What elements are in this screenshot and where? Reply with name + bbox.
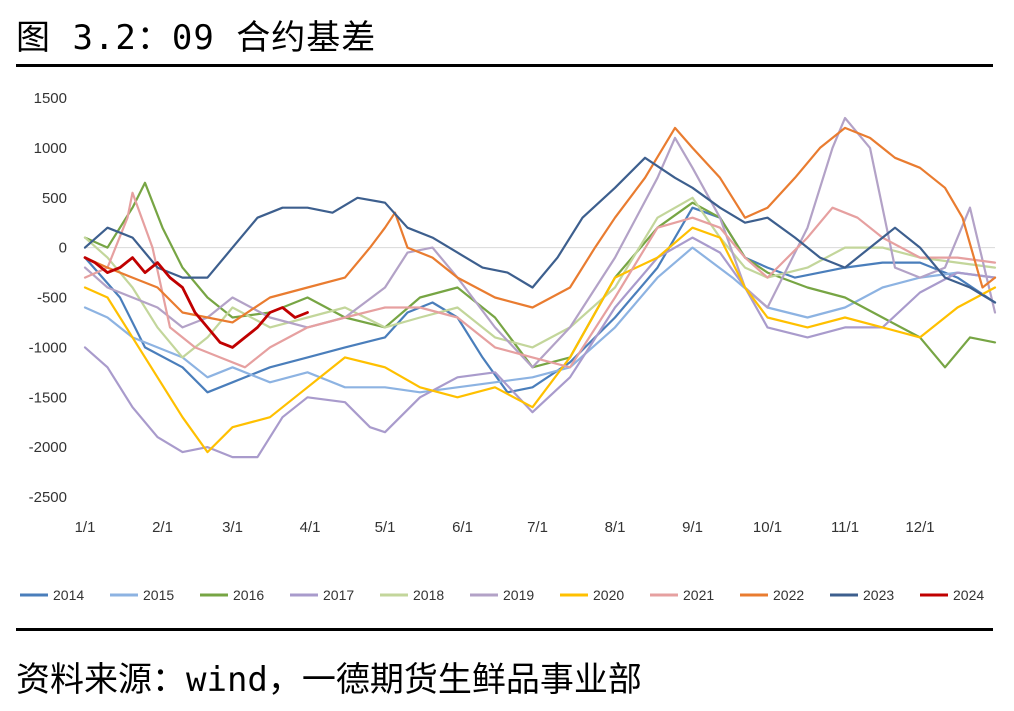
series-lines	[83, 116, 997, 459]
y-tick-label: -500	[37, 290, 67, 307]
series-line-2023	[83, 156, 997, 304]
y-tick-label: 0	[59, 240, 67, 257]
series-line-2017	[83, 236, 997, 459]
x-tick-label: 3/1	[222, 519, 243, 536]
legend-label-2014: 2014	[53, 587, 84, 603]
y-tick-label: -2000	[29, 439, 67, 456]
legend-label-2024: 2024	[953, 587, 984, 603]
series-line-2024	[83, 256, 309, 349]
legend-label-2015: 2015	[143, 587, 174, 603]
legend-label-2020: 2020	[593, 587, 624, 603]
x-tick-label: 1/1	[75, 519, 96, 536]
x-tick-label: 12/1	[905, 519, 934, 536]
y-axis-ticks: 1500 1000 500 0 -500 -1000 -1500 -2000 -2500	[29, 90, 67, 506]
series-line-2014	[83, 206, 997, 394]
x-tick-label: 8/1	[605, 519, 626, 536]
x-tick-label: 11/1	[831, 519, 859, 536]
y-tick-label: -2500	[29, 489, 67, 506]
series-line-2019	[83, 116, 997, 369]
legend-label-2019: 2019	[503, 587, 534, 603]
legend-label-2023: 2023	[863, 587, 894, 603]
page-title: 图 3.2：09 合约基差	[16, 18, 377, 58]
y-tick-label: 500	[42, 190, 67, 207]
y-tick-label: -1000	[29, 339, 67, 356]
x-tick-label: 7/1	[527, 519, 548, 536]
legend: 2014 2015 2016 2017 2018 2019 2020 2021 2022 2023…	[20, 587, 984, 603]
series-line-2016	[83, 181, 997, 369]
legend-label-2018: 2018	[413, 587, 444, 603]
y-tick-label: -1500	[29, 389, 67, 406]
x-tick-label: 4/1	[300, 519, 321, 536]
series-line-2020	[83, 226, 997, 454]
legend-label-2021: 2021	[683, 587, 714, 603]
legend-label-2017: 2017	[323, 587, 354, 603]
y-tick-label: 1500	[34, 90, 67, 107]
series-line-2015	[83, 246, 997, 394]
legend-label-2016: 2016	[233, 587, 264, 603]
x-tick-label: 10/1	[753, 519, 782, 536]
x-tick-label: 2/1	[152, 519, 173, 536]
bottom-divider	[16, 628, 993, 631]
x-tick-label: 6/1	[452, 519, 473, 536]
series-line-2021	[83, 191, 997, 369]
series-line-2022	[83, 126, 997, 324]
x-axis-ticks: 1/1 2/1 3/1 4/1 5/1 6/1 7/1 8/1 9/1 10/1 11/1 12/1	[75, 519, 935, 536]
x-tick-label: 9/1	[682, 519, 703, 536]
y-tick-label: 1000	[34, 140, 67, 157]
source-note: 资料来源：wind，一德期货生鲜品事业部	[16, 660, 642, 700]
legend-label-2022: 2022	[773, 587, 804, 603]
top-divider	[16, 64, 993, 67]
x-tick-label: 5/1	[375, 519, 396, 536]
basis-line-chart: 1500 1000 500 0 -500 -1000 -1500 -2000 -2500 1/1…	[20, 90, 997, 603]
